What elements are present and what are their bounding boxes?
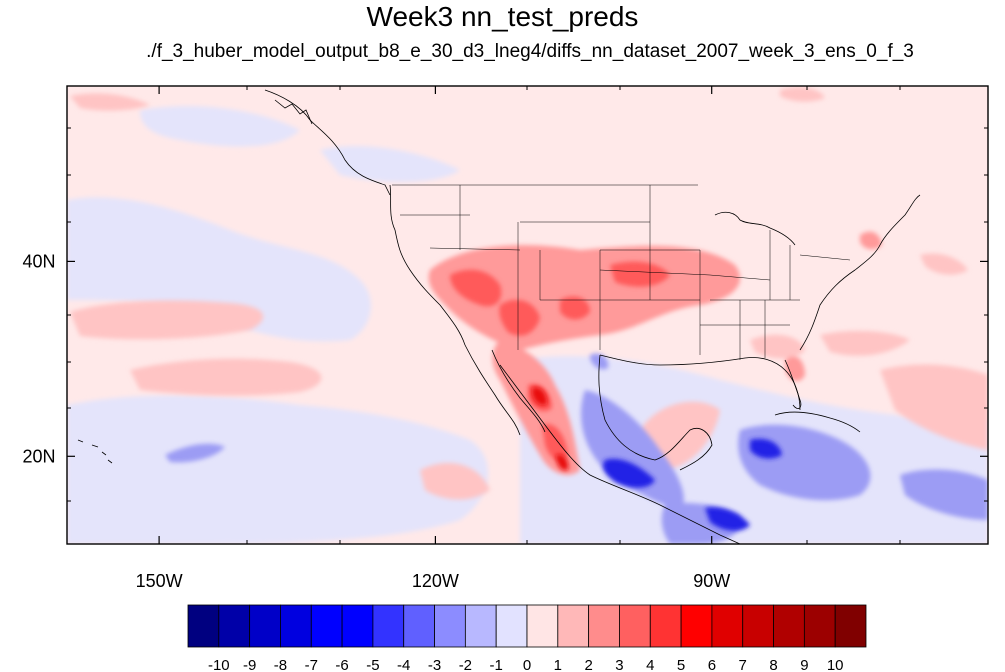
lon-tick-label: 150W: [136, 571, 183, 591]
colorbar-label: 5: [677, 657, 685, 672]
colorbar-label: 1: [554, 657, 562, 672]
lat-axis: 40N 20N: [22, 251, 988, 466]
colorbar-box: [495, 604, 528, 648]
colorbar-label: 8: [769, 657, 777, 672]
colorbar-label: -8: [274, 657, 287, 672]
colorbar-box: [280, 604, 312, 648]
colorbar-label: -2: [459, 657, 472, 672]
colorbar-box: [803, 604, 836, 648]
colorbar-box: [434, 604, 466, 648]
colorbar-label: -1: [490, 657, 503, 672]
colorbar-label: 10: [827, 657, 844, 672]
colorbar-box: [649, 604, 682, 648]
light-blue-regions: [67, 106, 988, 544]
figure-title: Week3 nn_test_preds: [366, 1, 639, 32]
colorbar-box: [834, 604, 867, 648]
colorbar: -10 -9 -8 -7 -6 -5 -4 -3 -2 -1 0 1 2 3 4 5 6 7 8 9 10: [187, 604, 867, 672]
colorbar-label: 7: [739, 657, 747, 672]
colorbar-box: [464, 604, 497, 648]
colorbar-box: [711, 604, 744, 648]
colorbar-box: [557, 604, 590, 648]
colorbar-label: 9: [800, 657, 808, 672]
colorbar-label: -7: [305, 657, 318, 672]
colorbar-label: -10: [208, 657, 230, 672]
lat-tick-label: 20N: [22, 446, 55, 466]
strong-red-regions: [450, 261, 670, 461]
colorbar-label: -3: [428, 657, 441, 672]
colorbar-label: 4: [646, 657, 654, 672]
colorbar-box: [619, 604, 651, 648]
minor-ticks: [67, 86, 988, 544]
colorbar-box: [249, 604, 281, 648]
colorbar-label: -5: [366, 657, 379, 672]
colorbar-box: [218, 604, 251, 648]
colorbar-box: [588, 604, 620, 648]
colorbar-box: [403, 604, 435, 648]
deep-red-regions: [532, 387, 569, 471]
coastlines: [77, 89, 921, 544]
colorbar-label: -6: [335, 657, 348, 672]
colorbar-label: -9: [243, 657, 256, 672]
lat-tick-label: 40N: [22, 251, 55, 271]
colorbar-box: [310, 604, 343, 648]
colorbar-box: [773, 604, 805, 648]
colorbar-label: 6: [708, 657, 716, 672]
colorbar-label: -4: [397, 657, 410, 672]
colorbar-box: [187, 604, 220, 648]
colorbar-label: 3: [615, 657, 623, 672]
colorbar-box: [526, 604, 559, 648]
colorbar-box: [680, 604, 713, 648]
pink-regions: [70, 87, 988, 500]
colorbar-box: [372, 604, 405, 648]
state-borders: [392, 184, 851, 360]
lon-tick-label: 120W: [412, 571, 459, 591]
colorbar-box: [341, 604, 374, 648]
figure-subtitle: ./f_3_huber_model_output_b8_e_30_d3_lneg…: [146, 41, 914, 62]
map-field: [67, 86, 988, 544]
colorbar-label: 2: [584, 657, 592, 672]
lon-tick-label: 90W: [693, 571, 730, 591]
colorbar-box: [742, 604, 774, 648]
colorbar-label: 0: [523, 657, 531, 672]
lon-axis: 150W 120W 90W: [136, 86, 730, 591]
strong-blue-regions: [603, 438, 782, 531]
